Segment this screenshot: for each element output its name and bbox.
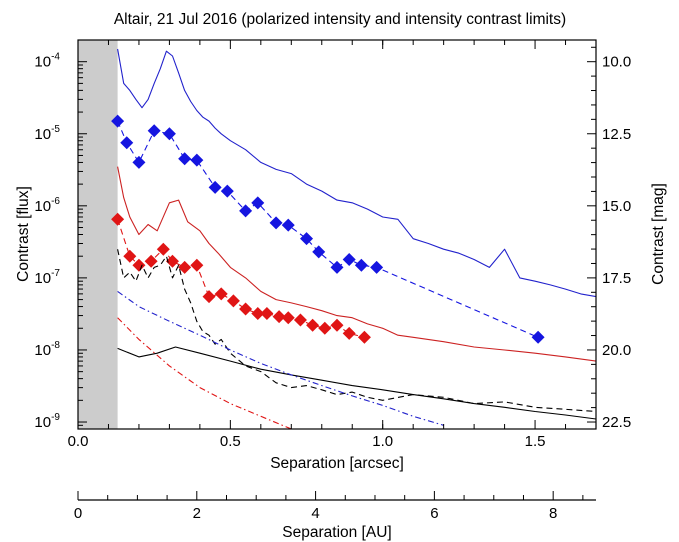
series-6-line	[117, 290, 444, 426]
masked-region	[78, 40, 118, 429]
series-0-line	[117, 48, 596, 298]
series-3-marker	[202, 290, 216, 304]
series-1-marker	[269, 216, 283, 230]
series-1-marker	[342, 252, 356, 266]
series-3-marker	[251, 307, 265, 321]
mag-tick-label: 15.0	[602, 198, 631, 215]
series-1-marker	[281, 218, 295, 232]
y-axis-label: Contrast [flux]	[15, 186, 32, 282]
plot-frame	[77, 39, 597, 430]
series-3-marker	[144, 254, 158, 268]
series-3-marker	[330, 318, 344, 332]
axis-ticks: 0.0 0.5 1.0 1.5 10-4 10-5 10-6 10-7 10-8 10-9 10.0…	[34, 39, 631, 450]
series-1-marker	[370, 260, 384, 274]
series-1-marker	[239, 204, 253, 218]
mag-tick-label: 20.0	[602, 342, 631, 359]
series-5-line	[117, 346, 596, 420]
y-tick-label: 10-7	[34, 268, 60, 287]
series-3-marker	[190, 258, 204, 272]
series-2-line	[117, 166, 596, 362]
series-1-marker	[220, 184, 234, 198]
series-3-marker	[214, 287, 228, 301]
series-7-line	[117, 317, 292, 429]
series-3-marker	[226, 294, 240, 308]
y-axis-right-label: Contrast [mag]	[650, 183, 667, 285]
series-1-marker	[531, 330, 545, 344]
series-3-marker	[272, 310, 286, 324]
y-tick-label: 10-9	[34, 412, 60, 431]
series-1-marker	[330, 260, 344, 274]
series-1-marker	[178, 152, 192, 166]
series-3-marker	[293, 313, 307, 327]
y-tick-label: 10-8	[34, 340, 60, 359]
series-1-marker	[190, 153, 204, 167]
series-1-marker	[132, 155, 146, 169]
series-layer	[111, 48, 596, 429]
series-3-marker	[342, 326, 356, 340]
x-tick-label: 0.5	[220, 433, 241, 450]
series-1-line	[117, 120, 539, 338]
au-tick-label: 4	[311, 505, 319, 522]
au-axis-ticks: 0 2 4 6 8	[74, 491, 584, 522]
series-3-marker	[165, 254, 179, 268]
series-1-marker	[354, 258, 368, 272]
y-tick-label: 10-6	[34, 196, 60, 215]
au-axis-label: Separation [AU]	[282, 524, 391, 541]
series-1-marker	[111, 114, 125, 128]
series-3-marker	[357, 330, 371, 344]
mag-tick-label: 17.5	[602, 270, 631, 287]
series-3-marker	[306, 318, 320, 332]
y-tick-label: 10-4	[34, 52, 60, 71]
series-3-marker	[239, 302, 253, 316]
series-1-marker	[147, 124, 161, 138]
series-3-marker	[178, 260, 192, 274]
mag-tick-label: 22.5	[602, 414, 631, 431]
series-1-marker	[300, 232, 314, 246]
series-1-marker	[208, 180, 222, 194]
mag-tick-label: 12.5	[602, 126, 631, 143]
au-tick-label: 6	[430, 505, 438, 522]
series-3-marker	[318, 321, 332, 335]
mag-tick-label: 10.0	[602, 54, 631, 71]
series-1-marker	[162, 127, 176, 141]
x-tick-label: 1.0	[372, 433, 393, 450]
y-tick-label: 10-5	[34, 124, 60, 143]
x-tick-label: 0.0	[68, 433, 89, 450]
chart-title: Altair, 21 Jul 2016 (polarized intensity…	[114, 11, 566, 28]
series-3-marker	[123, 249, 137, 263]
series-1-marker	[312, 245, 326, 259]
au-tick-label: 8	[549, 505, 557, 522]
masked-region-fill	[78, 40, 118, 429]
series-1-marker	[120, 136, 134, 150]
series-3-marker	[111, 212, 125, 226]
au-tick-label: 0	[74, 505, 82, 522]
x-axis-label: Separation [arcsec]	[270, 455, 404, 472]
series-1-marker	[251, 196, 265, 210]
series-3-marker	[281, 311, 295, 325]
au-tick-label: 2	[193, 505, 201, 522]
series-3-marker	[156, 242, 170, 256]
x-tick-label: 1.5	[525, 433, 546, 450]
series-3-marker	[132, 258, 146, 272]
series-3-line	[117, 219, 365, 338]
series-3-marker	[260, 307, 274, 321]
